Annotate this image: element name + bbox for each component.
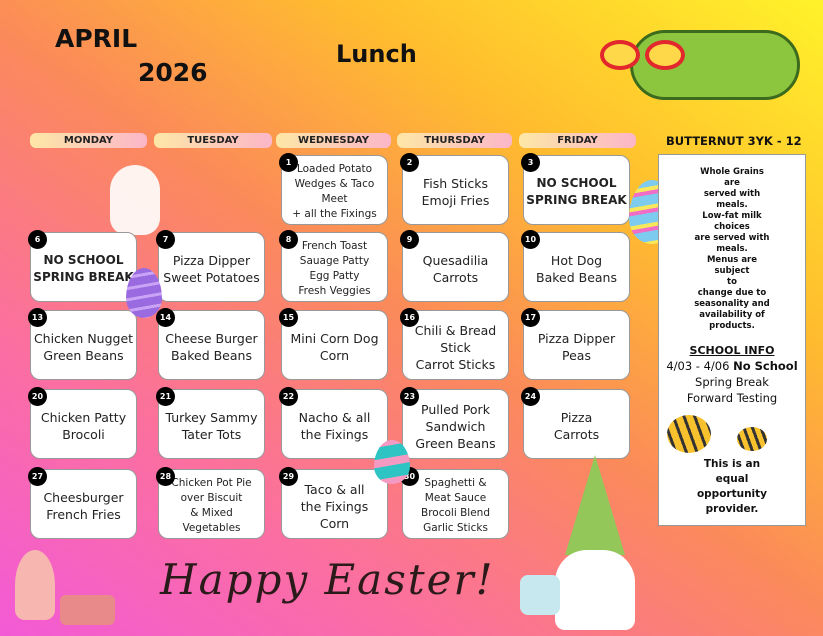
day-number: 16 — [400, 308, 419, 327]
day-number: 13 — [28, 308, 47, 327]
day-number: 29 — [279, 467, 298, 486]
menu-text: Quesadilia Carrots — [422, 253, 489, 285]
gnome-illustration — [5, 540, 115, 636]
menu-text: Pulled Pork Sandwich Green Beans — [415, 401, 496, 451]
day-number: 8 — [279, 230, 298, 249]
menu-text: Chicken Pot Pie over Biscuit & Mixed Veg… — [171, 477, 252, 534]
menu-text: Chili & Bread Stick Carrot Sticks — [414, 322, 497, 372]
day-header-monday: MONDAY — [30, 133, 147, 148]
happy-easter-text: Happy Easter! — [160, 555, 495, 604]
menu-text: Chicken Nugget Green Beans — [33, 331, 134, 363]
day-cell: 29 Taco & all the Fixings Corn — [279, 467, 388, 539]
day-cell: 16 Chili & Bread Stick Carrot Sticks — [400, 308, 509, 380]
day-number: 22 — [279, 387, 298, 406]
day-number: 6 — [28, 230, 47, 249]
menu-text: Pizza Carrots — [553, 410, 600, 442]
day-cell: 21 Turkey Sammy Tater Tots — [156, 387, 265, 459]
goose-illustration — [110, 165, 160, 235]
menu-text: Pizza Dipper Peas — [537, 331, 616, 363]
school-info-title: SCHOOL INFO — [689, 344, 775, 357]
info-sidebar: Whole Grains are served with meals. Low-… — [658, 154, 806, 526]
day-cell: 2 Fish Sticks Emoji Fries — [400, 153, 509, 225]
day-number: 3 — [521, 153, 540, 172]
day-header-thursday: THURSDAY — [397, 133, 512, 148]
menu-text: French Toast Sauage Patty Egg Patty Fres… — [298, 240, 371, 297]
day-number: 15 — [279, 308, 298, 327]
menu-text: Spaghetti & Meat Sauce Brocoli Blend Gar… — [421, 477, 490, 534]
menu-text: Chicken Patty Brocoli — [40, 410, 127, 442]
day-cell: 24 Pizza Carrots — [521, 387, 630, 459]
spring-break-label: Spring Break — [695, 375, 769, 389]
day-cell: 3 NO SCHOOL SPRING BREAK — [521, 153, 630, 225]
day-number: 2 — [400, 153, 419, 172]
school-info-dates: 4/03 - 4/06 No School — [659, 359, 805, 373]
day-cell: 22 Nacho & all the Fixings — [279, 387, 388, 459]
day-number: 27 — [28, 467, 47, 486]
day-cell: 15 Mini Corn Dog Corn — [279, 308, 388, 380]
day-number: 23 — [400, 387, 419, 406]
day-number: 10 — [521, 230, 540, 249]
menu-text: Nacho & all the Fixings — [298, 410, 371, 442]
menu-text: Pizza Dipper Sweet Potatoes — [163, 253, 260, 285]
day-cell: 6 NO SCHOOL SPRING BREAK — [28, 230, 137, 302]
day-number: 1 — [279, 153, 298, 172]
day-cell: 20 Chicken Patty Brocoli — [28, 387, 137, 459]
day-header-tuesday: TUESDAY — [154, 133, 272, 148]
day-number: 28 — [156, 467, 175, 486]
equal-opportunity-note: This is an equal opportunity provider. — [696, 458, 768, 515]
day-number: 24 — [521, 387, 540, 406]
caterpillar-illustration — [600, 10, 800, 120]
menu-text: Taco & all the Fixings Corn — [300, 481, 369, 531]
forward-testing-label: Forward Testing — [686, 391, 778, 405]
day-header-wednesday: WEDNESDAY — [276, 133, 391, 148]
menu-text: Cheesburger French Fries — [43, 490, 124, 522]
menu-text: NO SCHOOL SPRING BREAK — [526, 176, 627, 207]
menu-text: Hot Dog Baked Beans — [536, 253, 617, 285]
school-name: BUTTERNUT 3YK - 12 — [666, 134, 802, 148]
menu-text: Turkey Sammy Tater Tots — [165, 410, 258, 442]
day-number: 21 — [156, 387, 175, 406]
day-number: 14 — [156, 308, 175, 327]
day-cell: 1 Loaded Potato Wedges & Taco Meet + all … — [279, 153, 388, 225]
day-number: 9 — [400, 230, 419, 249]
easter-egg-icon — [126, 268, 162, 318]
day-cell: 28 Chicken Pot Pie over Biscuit & Mixed V… — [156, 467, 265, 539]
month-title: APRIL — [55, 24, 138, 53]
day-header-friday: FRIDAY — [519, 133, 636, 148]
day-cell: 7 Pizza Dipper Sweet Potatoes — [156, 230, 265, 302]
bee-illustration — [659, 405, 805, 455]
day-number: 17 — [521, 308, 540, 327]
day-cell: 9 Quesadilia Carrots — [400, 230, 509, 302]
day-cell: 8 French Toast Sauage Patty Egg Patty Fre… — [279, 230, 388, 302]
menu-text: Loaded Potato Wedges & Taco Meet + all t… — [292, 163, 377, 220]
easter-egg-icon — [374, 440, 410, 484]
day-cell: 30 Spaghetti & Meat Sauce Brocoli Blend G… — [400, 467, 509, 539]
year-title: 2026 — [138, 58, 208, 87]
day-cell: 14 Cheese Burger Baked Beans — [156, 308, 265, 380]
day-cell: 17 Pizza Dipper Peas — [521, 308, 630, 380]
gnome-illustration — [515, 455, 665, 636]
menu-text: NO SCHOOL SPRING BREAK — [33, 253, 134, 284]
menu-text: Cheese Burger Baked Beans — [165, 331, 258, 363]
day-number: 7 — [156, 230, 175, 249]
day-cell: 10 Hot Dog Baked Beans — [521, 230, 630, 302]
date-range: 4/03 - 4/06 — [666, 359, 734, 373]
menu-text: Fish Sticks Emoji Fries — [421, 176, 490, 208]
day-cell: 23 Pulled Pork Sandwich Green Beans — [400, 387, 509, 459]
nutrition-note: Whole Grains are served with meals. Low-… — [694, 167, 770, 331]
meal-title: Lunch — [336, 40, 417, 68]
day-number: 20 — [28, 387, 47, 406]
menu-text: Mini Corn Dog Corn — [290, 331, 379, 363]
day-cell: 27 Cheesburger French Fries — [28, 467, 137, 539]
no-school-label: No School — [733, 359, 798, 373]
day-cell: 13 Chicken Nugget Green Beans — [28, 308, 137, 380]
